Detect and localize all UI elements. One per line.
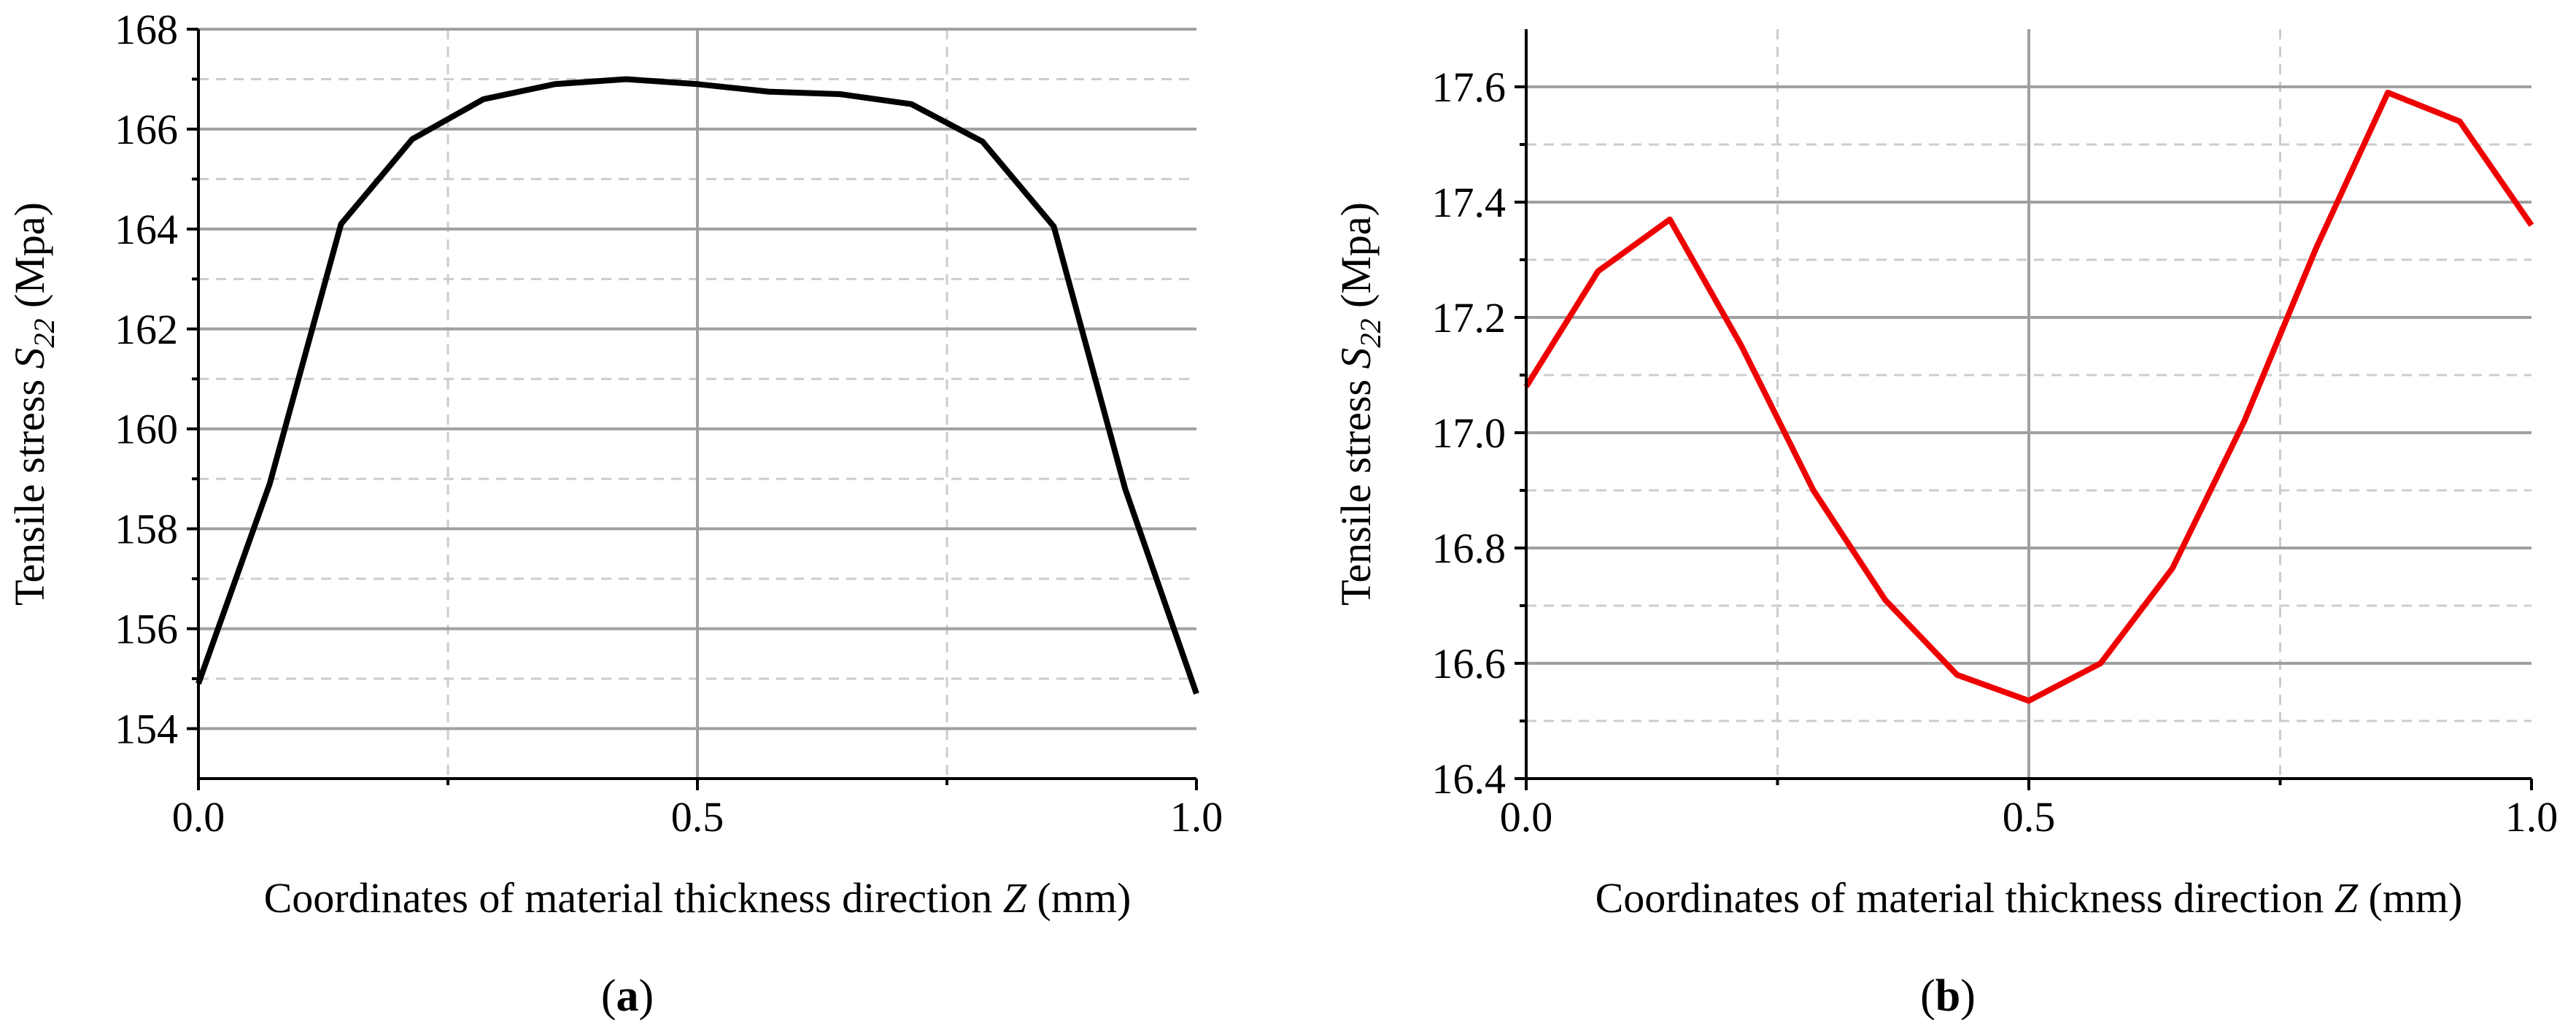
x-tick-label: 1.0 — [1170, 793, 1223, 841]
y-tick-label: 162 — [115, 306, 178, 353]
y-tick-label: 154 — [115, 706, 178, 753]
panel-a-x-axis-label: Coordinates of material thickness direct… — [264, 874, 1132, 922]
y-tick-label: 16.8 — [1432, 525, 1506, 572]
y-tick-label: 17.2 — [1432, 294, 1506, 342]
panel-b-series — [1523, 89, 2534, 704]
panel-b-y-axis-label: Tensile stress S22 (Mpa) — [1332, 202, 1387, 606]
panel-a-tick-labels: 0.0 0.5 1.0 154 156 158 160 162 164 166 168 — [115, 6, 1223, 841]
panel-a-y-axis-label: Tensile stress S22 (Mpa) — [6, 202, 61, 606]
y-tick-label: 168 — [115, 6, 178, 53]
x-tick-label: 0.0 — [1500, 793, 1553, 841]
panel-a-series — [196, 76, 1199, 695]
panel-a-label: (a) — [601, 971, 654, 1021]
y-tick-label: 158 — [115, 506, 178, 553]
y-tick-label: 160 — [115, 406, 178, 453]
panel-b-axes — [1515, 29, 2533, 790]
y-tick-label: 164 — [115, 206, 178, 253]
panel-a-minor-grid — [198, 29, 1196, 779]
y-tick-label: 17.6 — [1432, 63, 1506, 111]
x-tick-label: 0.5 — [671, 793, 724, 841]
x-tick-label: 0.5 — [2003, 793, 2056, 841]
series-line-1 — [1523, 89, 2534, 704]
y-tick-label: 16.6 — [1432, 640, 1506, 687]
series-line-1 — [196, 76, 1199, 695]
panel-b-major-grid — [1526, 29, 2531, 779]
panel-b: 0.0 0.5 1.0 16.4 16.6 16.8 17.0 17.2 17.4 17.6 Co… — [1332, 29, 2558, 1021]
y-tick-label: 166 — [115, 106, 178, 153]
panel-a-major-grid — [198, 28, 1196, 779]
panel-a-axes — [187, 28, 1198, 790]
panel-a: 0.0 0.5 1.0 154 156 158 160 162 164 166 168 Coordi… — [6, 6, 1223, 1021]
x-tick-label: 1.0 — [2505, 793, 2558, 841]
panel-b-tick-labels: 0.0 0.5 1.0 16.4 16.6 16.8 17.0 17.2 17.4 17.6 — [1432, 63, 2558, 841]
y-tick-label: 16.4 — [1432, 755, 1506, 803]
panel-b-label: (b) — [1920, 971, 1976, 1021]
y-tick-label: 156 — [115, 606, 178, 653]
y-tick-label: 17.0 — [1432, 409, 1506, 457]
y-tick-label: 17.4 — [1432, 179, 1506, 226]
x-tick-label: 0.0 — [172, 793, 225, 841]
panel-b-x-axis-label: Coordinates of material thickness direct… — [1596, 874, 2463, 922]
